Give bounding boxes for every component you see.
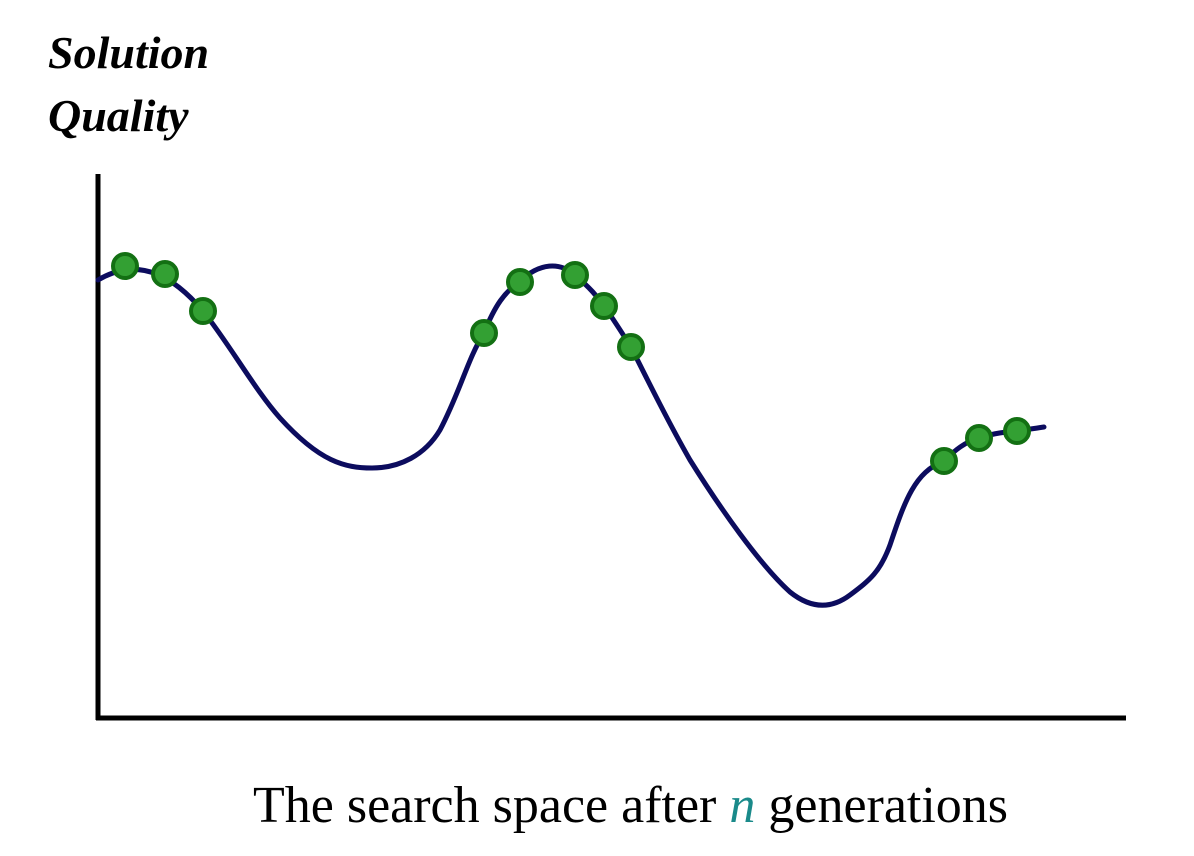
y-axis-label-line-1: Solution (48, 27, 209, 78)
caption: The search space after n generations (189, 777, 1047, 834)
population-point (470, 319, 498, 347)
population-point (151, 260, 179, 288)
y-axis-label-line-2: Quality (48, 90, 189, 141)
population-point (965, 424, 993, 452)
population-point (930, 447, 958, 475)
population-point (1003, 417, 1031, 445)
population-point (111, 252, 139, 280)
population-point (590, 292, 618, 320)
population-point (561, 261, 589, 289)
population-point (506, 268, 534, 296)
caption-suffix: generations (755, 777, 1008, 834)
population-point (617, 333, 645, 361)
fitness-landscape-curve (95, 263, 1047, 608)
caption-prefix: The search space after (253, 777, 729, 834)
population-point (189, 297, 217, 325)
y-axis-label: Solution Quality (48, 27, 221, 141)
caption-variable: n (729, 777, 755, 834)
population-points (111, 252, 1031, 475)
